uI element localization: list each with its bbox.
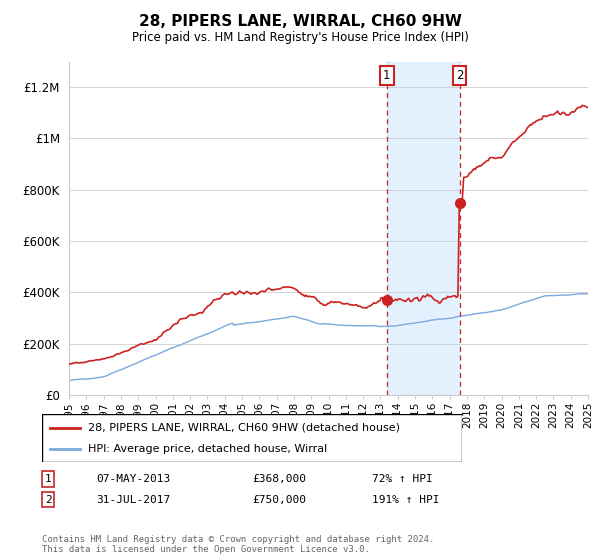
Text: HPI: Average price, detached house, Wirral: HPI: Average price, detached house, Wirr… [88,444,328,454]
FancyBboxPatch shape [42,414,462,462]
Text: 28, PIPERS LANE, WIRRAL, CH60 9HW (detached house): 28, PIPERS LANE, WIRRAL, CH60 9HW (detac… [88,423,400,433]
Text: 191% ↑ HPI: 191% ↑ HPI [372,494,439,505]
Text: 1: 1 [383,69,391,82]
Text: 72% ↑ HPI: 72% ↑ HPI [372,474,433,484]
Text: Price paid vs. HM Land Registry's House Price Index (HPI): Price paid vs. HM Land Registry's House … [131,31,469,44]
Text: 2: 2 [456,69,463,82]
Text: £750,000: £750,000 [252,494,306,505]
Text: £368,000: £368,000 [252,474,306,484]
Text: 07-MAY-2013: 07-MAY-2013 [96,474,170,484]
Text: 31-JUL-2017: 31-JUL-2017 [96,494,170,505]
Text: 1: 1 [44,474,52,484]
Text: Contains HM Land Registry data © Crown copyright and database right 2024.
This d: Contains HM Land Registry data © Crown c… [42,535,434,554]
Text: 2: 2 [44,494,52,505]
Text: 28, PIPERS LANE, WIRRAL, CH60 9HW: 28, PIPERS LANE, WIRRAL, CH60 9HW [139,14,461,29]
